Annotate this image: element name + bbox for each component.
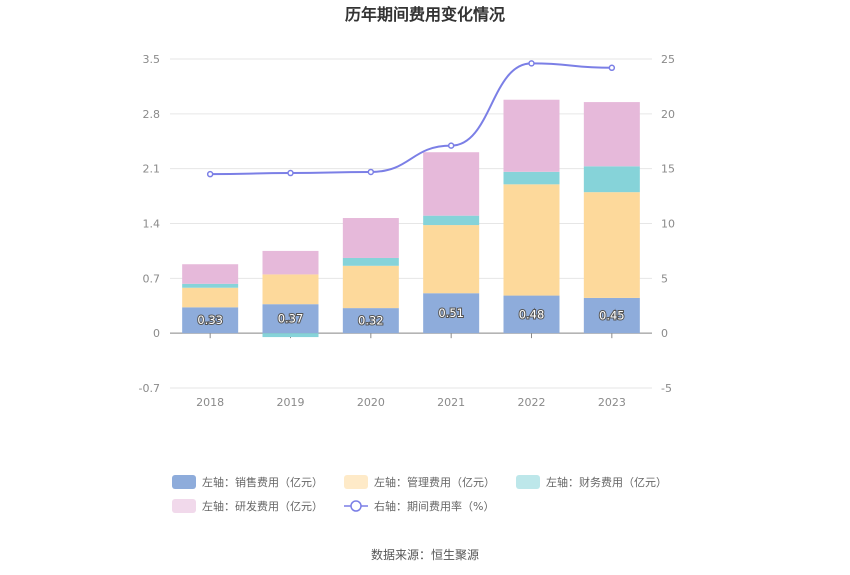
- line-point: [287, 169, 294, 177]
- x-tick-label: 2021: [437, 396, 465, 409]
- bar-2-2021: [423, 225, 480, 294]
- x-tick-label: 2022: [518, 396, 546, 409]
- bar-data-label: 0.48: [519, 307, 545, 321]
- line-point: [206, 170, 214, 178]
- left-tick-label: 1.4: [143, 218, 161, 231]
- bar-1-2022: [503, 295, 560, 334]
- left-tick-label: 2.8: [143, 108, 161, 121]
- bars: [182, 99, 640, 338]
- x-tick-label: 2019: [277, 396, 305, 409]
- x-tick-label: 2018: [196, 396, 224, 409]
- bar-3-2022: [503, 171, 560, 185]
- right-tick-label: 25: [661, 53, 675, 66]
- bar-4-2020: [342, 218, 399, 258]
- bar-1-2023: [583, 297, 640, 334]
- left-tick-label: -0.7: [139, 382, 160, 395]
- bar-2-2018: [182, 287, 239, 308]
- bar-2-2019: [262, 274, 319, 305]
- legend-swatch: [172, 475, 196, 489]
- right-tick-label: 5: [661, 272, 668, 285]
- grid: [170, 58, 652, 389]
- right-tick-label: 0: [661, 327, 668, 340]
- bar-1-2018: [182, 307, 239, 334]
- legend-label: 左轴：管理费用（亿元）: [374, 475, 495, 489]
- bar-4-2023: [583, 102, 640, 167]
- legend-label: 左轴：销售费用（亿元）: [202, 475, 323, 489]
- left-tick-label: 2.1: [143, 163, 161, 176]
- legend-swatch: [516, 475, 540, 489]
- bar-4-2022: [503, 99, 560, 172]
- bar-4-2021: [423, 152, 480, 216]
- x-tick-label: 2020: [357, 396, 385, 409]
- right-tick-label: 10: [661, 218, 675, 231]
- line-rate: [210, 62, 612, 176]
- line-point: [367, 168, 375, 176]
- left-axis: -0.7 0 0.7 1.4 2.1 2.8 3.5: [139, 53, 160, 395]
- x-tick-label: 2023: [598, 396, 626, 409]
- bar-data-label: 0.45: [599, 309, 625, 323]
- legend: 左轴：销售费用（亿元） 左轴：管理费用（亿元） 左轴：财务费用（亿元） 左轴：研发费用…: [172, 475, 667, 513]
- bar-labels: 0.33 0.37 0.32 0.51 0.48 0.45: [196, 305, 625, 328]
- bar-1-2021: [423, 293, 480, 334]
- right-tick-label: 20: [661, 108, 675, 121]
- legend-swatch: [344, 475, 368, 489]
- bar-data-label: 0.37: [278, 312, 304, 326]
- left-tick-label: 3.5: [143, 53, 161, 66]
- bar-4-2018: [182, 264, 239, 284]
- bar-3-2021: [423, 215, 480, 226]
- bar-2-2020: [342, 265, 399, 309]
- legend-swatch: [172, 499, 196, 513]
- bar-3-2019: [262, 333, 319, 338]
- line-point: [447, 142, 455, 149]
- legend-label: 左轴：研发费用（亿元）: [202, 499, 323, 513]
- bar-3-2018: [182, 283, 239, 288]
- bar-1-2020: [342, 308, 399, 334]
- right-tick-label: -5: [661, 382, 672, 395]
- bar-data-label: 0.51: [438, 306, 464, 320]
- bar-4-2019: [262, 250, 319, 275]
- bar-2-2022: [503, 184, 560, 296]
- legend-label: 左轴：财务费用（亿元）: [546, 475, 667, 489]
- bar-3-2023: [583, 166, 640, 193]
- right-tick-label: 15: [661, 163, 675, 176]
- x-axis: 2018 2019 2020 2021 2022 2023: [196, 396, 626, 409]
- source-note: 数据来源：恒生聚源: [371, 547, 479, 562]
- legend-label: 右轴：期间费用率（%）: [374, 499, 494, 513]
- left-tick-label: 0: [153, 327, 160, 340]
- line-layer: [206, 60, 616, 178]
- right-axis: -5 0 5 10 15 20 25: [661, 53, 675, 395]
- bar-3-2020: [342, 257, 399, 266]
- legend-swatch-point: [350, 500, 362, 512]
- line-point: [528, 60, 535, 67]
- left-tick-label: 0.7: [143, 272, 161, 285]
- line-point: [608, 64, 616, 72]
- bar-2-2023: [583, 192, 640, 298]
- bar-1-2019: [262, 304, 319, 334]
- bar-data-label: 0.33: [197, 313, 223, 327]
- bar-data-label: 0.32: [358, 314, 384, 328]
- chart-title: 历年期间费用变化情况: [345, 5, 505, 24]
